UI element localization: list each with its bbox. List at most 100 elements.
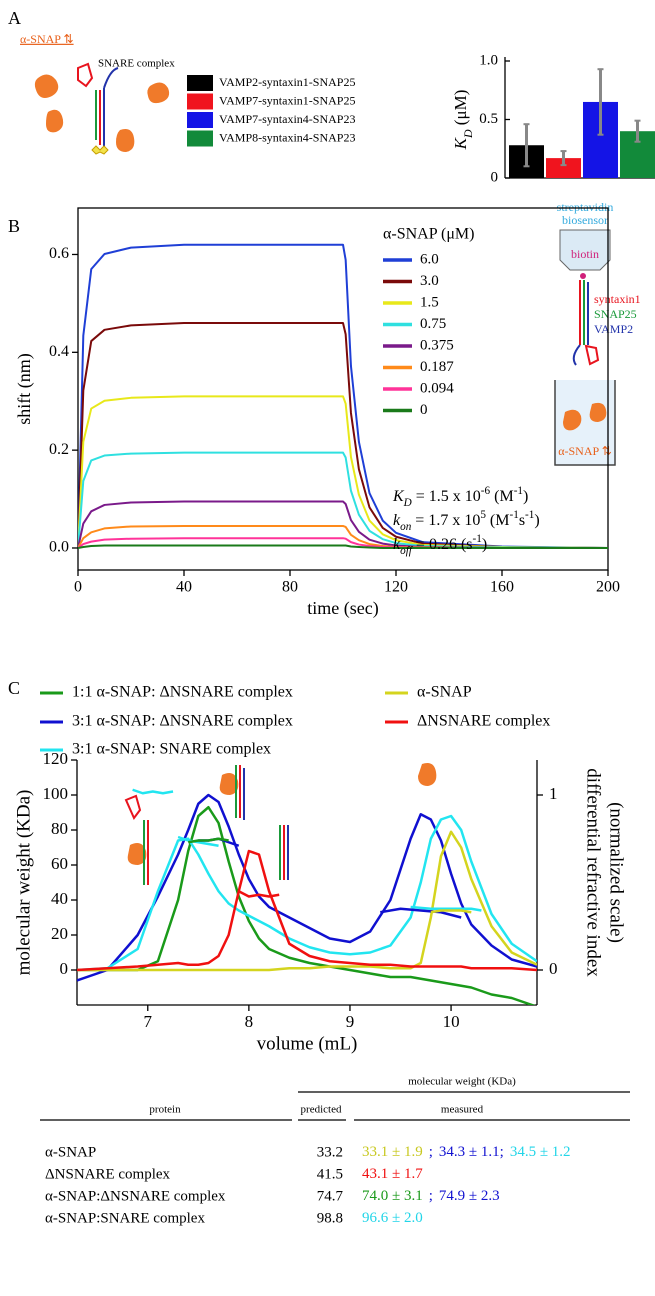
y-tick-label: 0.5 [479, 111, 498, 127]
bar [546, 158, 581, 178]
label-piece: 5 [480, 509, 486, 521]
label-piece: = 1.5 x 10 [412, 488, 481, 505]
cell-measured: 33.1 ± 1.9; 34.3 ± 1.1; 34.5 ± 1.2 [362, 1144, 571, 1160]
label-piece: K [451, 136, 470, 150]
label-piece: on [400, 521, 412, 533]
label-piece: -6 [481, 485, 491, 497]
cell-predicted: 41.5 [317, 1166, 343, 1182]
y-tick-label: 40 [51, 889, 68, 908]
data-line [410, 905, 482, 912]
legend-label: 0.187 [420, 359, 454, 375]
data-line [78, 395, 608, 549]
legend-label: 0.094 [420, 380, 454, 396]
label-piece: ) [534, 512, 539, 529]
y-tick-label: 0 [60, 959, 69, 978]
table-group-header: molecular weight (KDa) [408, 1076, 516, 1088]
measured-value: 96.6 ± 2.0 [362, 1210, 423, 1226]
x-tick-label: 0 [74, 579, 82, 596]
x-tick-label: 40 [176, 579, 192, 596]
column-header: predicted [301, 1104, 342, 1116]
x-tick-label: 10 [443, 1012, 460, 1031]
data-line [187, 837, 229, 844]
y2-axis-title: differential refractive index [583, 768, 604, 977]
rich-label: KD (μM) [451, 90, 475, 151]
rich-label: KD = 1.5 x 10-6 (M-1) [392, 485, 528, 509]
legend-label: α-SNAP [417, 684, 472, 701]
diagram-label: syntaxin1 [594, 292, 641, 306]
x-tick-label: 200 [596, 579, 620, 596]
plot-frame [77, 207, 609, 571]
measured-value: 34.3 ± 1.1; [439, 1144, 504, 1160]
data-line [78, 243, 608, 549]
table: molecular weight (KDa) protein predicted me… [40, 1076, 630, 1226]
label-piece: -1 [473, 533, 482, 545]
plot-lines [78, 243, 608, 549]
column-header: measured [441, 1104, 484, 1116]
panel-letter: B [8, 216, 20, 236]
label-piece: -1 [525, 509, 534, 521]
x-tick-label: 80 [282, 579, 298, 596]
legend-label: 3:1 α-SNAP: SNARE complex [72, 741, 271, 758]
data-line [177, 835, 219, 847]
cell-predicted: 74.7 [317, 1188, 344, 1204]
data-line [78, 500, 608, 549]
data-line [77, 830, 537, 972]
y-tick-label: 80 [51, 819, 68, 838]
y-tick-label: 120 [43, 749, 69, 768]
label-piece: k [393, 536, 401, 553]
schematic-a: α-SNAP ⇅ SNARE complex [20, 32, 175, 155]
label-piece: (M [486, 512, 510, 529]
y-tick-label: 1.0 [479, 52, 498, 68]
diagram-label: biosensor [562, 213, 608, 227]
label-piece: = 1.7 x 10 [411, 512, 480, 529]
legend-swatch [187, 93, 213, 110]
label-piece: off [400, 545, 414, 557]
rich-label: koff = 0.26 (s-1) [393, 533, 487, 557]
legend-title: α-SNAP (μM) [383, 226, 474, 243]
label-piece: (M [490, 488, 514, 505]
y-tick-label: 60 [51, 854, 68, 873]
diagram-label: VAMP2 [594, 322, 633, 336]
diagram-label: streptavidin [557, 200, 614, 214]
diagram-label: biotin [571, 247, 599, 261]
data-line [78, 321, 608, 549]
diagram-label: SNAP25 [594, 307, 637, 321]
legend-label: 1:1 α-SNAP: ΔNSNARE complex [72, 684, 293, 701]
schematic-label: α-SNAP ⇅ [20, 32, 74, 46]
legend-label: 0 [420, 402, 428, 418]
cell-predicted: 33.2 [317, 1144, 343, 1160]
legend-label: VAMP7-syntaxin1-SNAP25 [219, 93, 355, 107]
label-piece: ) [482, 536, 487, 553]
x-tick-label: 9 [346, 1012, 355, 1031]
legend-label: 3.0 [420, 273, 439, 289]
panel-letter: C [8, 678, 20, 698]
data-line [238, 890, 280, 898]
diagram-b: streptavidin biosensor biotin syntaxin1S… [554, 200, 641, 466]
panel-letter: A [8, 8, 21, 28]
label-piece: ) [523, 488, 528, 505]
cell-protein: α-SNAP:SNARE complex [45, 1210, 205, 1226]
data-line [77, 806, 536, 1005]
measured-value: 74.0 ± 3.1 [362, 1188, 423, 1204]
diagram-label: α-SNAP ⇅ [558, 444, 612, 458]
x-tick-label: 160 [490, 579, 514, 596]
y-tick-label: 0.6 [49, 245, 69, 262]
plot-lines [77, 788, 537, 1005]
charts: 00.51.0KD (μM)VAMP2-syntaxin1-SNAP25VAMP… [13, 52, 655, 1054]
y-tick-label: 0.0 [49, 539, 69, 556]
y-tick-label: 0.4 [49, 343, 69, 360]
label-piece: -1 [509, 509, 518, 521]
label-piece: s [519, 512, 525, 529]
data-line [430, 909, 472, 914]
rich-label: kon = 1.7 x 105 (M-1s-1) [393, 509, 540, 533]
cell-measured: 43.1 ± 1.7 [362, 1166, 423, 1182]
y-tick-label: 0.2 [49, 441, 69, 458]
y-tick-label: 100 [43, 784, 69, 803]
y-axis-title: shift (nm) [14, 353, 35, 425]
schematic-label: SNARE complex [98, 58, 175, 70]
label-piece: (μM) [451, 90, 470, 130]
data-line [77, 793, 537, 982]
label-piece: -1 [514, 485, 523, 497]
measured-value: 33.1 ± 1.9 [362, 1144, 423, 1160]
